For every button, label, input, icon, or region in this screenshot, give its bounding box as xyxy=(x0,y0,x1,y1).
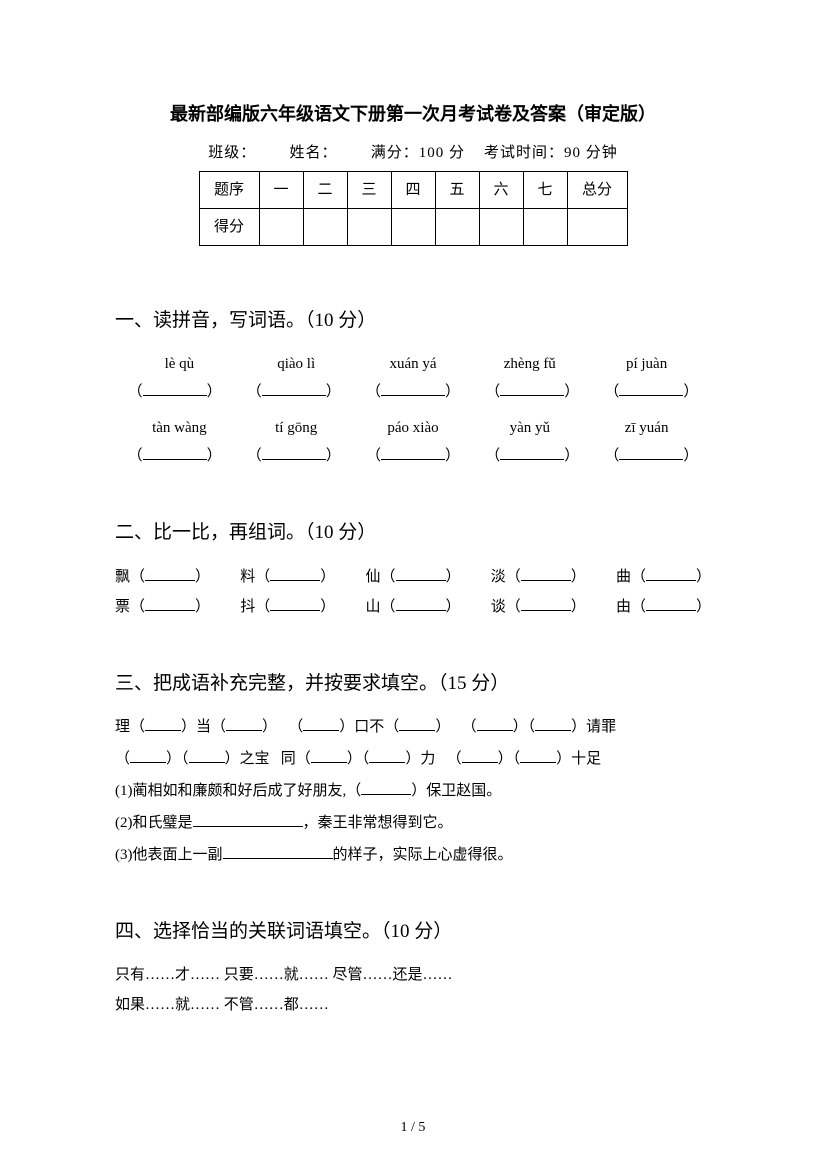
pinyin-cell: zhèng fǔ xyxy=(471,352,588,376)
name-label: 姓名： xyxy=(289,145,337,161)
q2-cell: 山（） xyxy=(365,595,460,619)
table-cell: 得分 xyxy=(199,208,259,245)
blank-cell: （） xyxy=(473,380,592,404)
table-cell: 四 xyxy=(391,171,435,208)
time-value: 90 分钟 xyxy=(564,145,618,161)
pinyin-cell: tàn wàng xyxy=(121,416,238,440)
table-cell: 三 xyxy=(347,171,391,208)
blank-row: （） （） （） （） （） xyxy=(115,380,711,404)
pinyin-cell: pí juàn xyxy=(588,352,705,376)
pinyin-cell: yàn yǔ xyxy=(471,416,588,440)
pinyin-row: tàn wàng tí gōng páo xiào yàn yǔ zī yuán xyxy=(115,416,711,440)
blank-cell: （） xyxy=(234,444,353,468)
score-table: 题序 一 二 三 四 五 六 七 总分 得分 xyxy=(199,171,628,246)
blank-cell: （） xyxy=(353,380,472,404)
q2-cell: 仙（） xyxy=(365,565,460,589)
q2-row: 飘（） 料（） 仙（） 淡（） 曲（） xyxy=(115,565,711,589)
q2-cell: 票（） xyxy=(115,595,210,619)
q2-cell: 淡（） xyxy=(491,565,586,589)
class-label: 班级： xyxy=(208,145,256,161)
question-1: 一、读拼音，写词语。（10 分） lè qù qiào lì xuán yá z… xyxy=(115,306,711,468)
q3-sentence: (3)他表面上一副的样子，实际上心虚得很。 xyxy=(115,843,711,867)
table-row: 得分 xyxy=(199,208,627,245)
page-number: 1 / 5 xyxy=(0,1117,826,1139)
table-cell: 一 xyxy=(259,171,303,208)
table-cell: 二 xyxy=(303,171,347,208)
table-cell xyxy=(435,208,479,245)
table-cell: 题序 xyxy=(199,171,259,208)
full-score-label: 满分： xyxy=(371,145,419,161)
question-4: 四、选择恰当的关联词语填空。（10 分） 只有……才…… 只要……就…… 尽管…… xyxy=(115,917,711,1017)
blank-cell: （） xyxy=(115,444,234,468)
q2-heading: 二、比一比，再组词。（10 分） xyxy=(115,518,711,548)
blank-cell: （） xyxy=(473,444,592,468)
full-score-value: 100 分 xyxy=(419,145,465,161)
time-label: 考试时间： xyxy=(484,145,564,161)
pinyin-row: lè qù qiào lì xuán yá zhèng fǔ pí juàn xyxy=(115,352,711,376)
document-title: 最新部编版六年级语文下册第一次月考试卷及答案（审定版） xyxy=(115,100,711,129)
table-cell xyxy=(347,208,391,245)
table-cell: 七 xyxy=(523,171,567,208)
q3-sentence: (2)和氏璧是，秦王非常想得到它。 xyxy=(115,811,711,835)
table-cell xyxy=(523,208,567,245)
q4-options-line: 如果……就…… 不管……都…… xyxy=(115,993,711,1017)
q4-options-line: 只有……才…… 只要……就…… 尽管……还是…… xyxy=(115,963,711,987)
q2-cell: 料（） xyxy=(240,565,335,589)
q3-sentence: (1)蔺相如和廉颇和好后成了好朋友,（）保卫赵国。 xyxy=(115,779,711,803)
q3-idiom-line: （）（）之宝 同（）（）力 （）（）十足 xyxy=(115,747,711,771)
q2-cell: 飘（） xyxy=(115,565,210,589)
exam-info-line: 班级： 姓名： 满分：100 分 考试时间：90 分钟 xyxy=(115,141,711,165)
blank-cell: （） xyxy=(353,444,472,468)
q2-cell: 谈（） xyxy=(491,595,586,619)
q2-cell: 由（） xyxy=(616,595,711,619)
blank-cell: （） xyxy=(592,444,711,468)
question-2: 二、比一比，再组词。（10 分） 飘（） 料（） 仙（） 淡（） 曲（） 票（）… xyxy=(115,518,711,618)
blank-cell: （） xyxy=(115,380,234,404)
pinyin-cell: tí gōng xyxy=(238,416,355,440)
table-cell: 五 xyxy=(435,171,479,208)
table-cell: 六 xyxy=(479,171,523,208)
table-cell: 总分 xyxy=(567,171,627,208)
table-cell xyxy=(391,208,435,245)
table-cell xyxy=(259,208,303,245)
pinyin-cell: qiào lì xyxy=(238,352,355,376)
question-3: 三、把成语补充完整，并按要求填空。（15 分） 理（）当（） （）口不（） （）… xyxy=(115,669,711,867)
q3-heading: 三、把成语补充完整，并按要求填空。（15 分） xyxy=(115,669,711,699)
q2-cell: 曲（） xyxy=(616,565,711,589)
pinyin-cell: xuán yá xyxy=(355,352,472,376)
blank-cell: （） xyxy=(234,380,353,404)
q3-idiom-line: 理（）当（） （）口不（） （）（）请罪 xyxy=(115,715,711,739)
pinyin-cell: lè qù xyxy=(121,352,238,376)
blank-cell: （） xyxy=(592,380,711,404)
pinyin-cell: páo xiào xyxy=(355,416,472,440)
blank-row: （） （） （） （） （） xyxy=(115,444,711,468)
q2-cell: 抖（） xyxy=(240,595,335,619)
q4-heading: 四、选择恰当的关联词语填空。（10 分） xyxy=(115,917,711,947)
q2-row: 票（） 抖（） 山（） 谈（） 由（） xyxy=(115,595,711,619)
q1-heading: 一、读拼音，写词语。（10 分） xyxy=(115,306,711,336)
table-cell xyxy=(303,208,347,245)
pinyin-cell: zī yuán xyxy=(588,416,705,440)
table-cell xyxy=(479,208,523,245)
table-row: 题序 一 二 三 四 五 六 七 总分 xyxy=(199,171,627,208)
table-cell xyxy=(567,208,627,245)
